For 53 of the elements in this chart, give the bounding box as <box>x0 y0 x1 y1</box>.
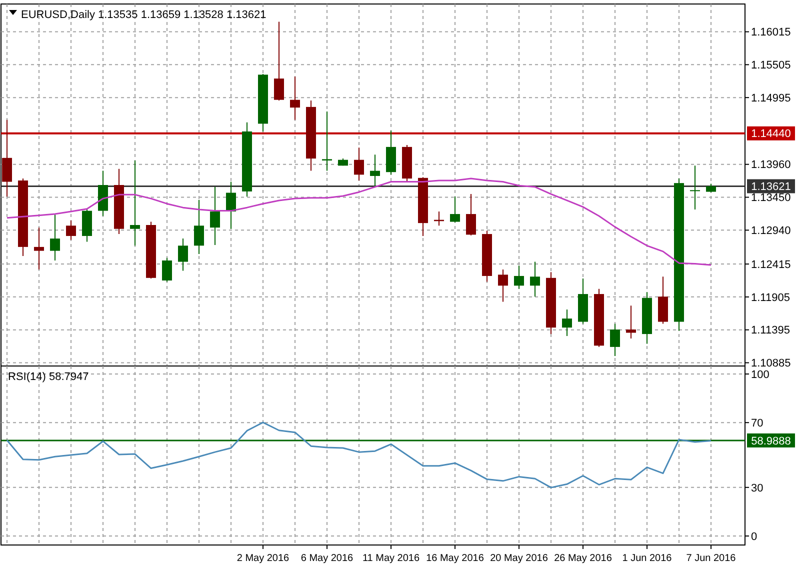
x-tick-label: 20 May 2016 <box>490 553 548 564</box>
line-series <box>6 422 712 488</box>
candlestick <box>178 238 188 272</box>
chart-title: RSI(14) 58.7947 <box>8 371 89 383</box>
candlestick <box>34 227 44 270</box>
candlestick <box>370 154 380 188</box>
y-tick-label: 100 <box>751 368 770 381</box>
y-tick-label: 1.16015 <box>751 26 791 39</box>
y-tick-label: 1.13450 <box>751 192 791 204</box>
y-tick-label: 1.14995 <box>751 92 791 104</box>
ref-line-label: 58.9888 <box>751 435 791 448</box>
candlestick <box>290 76 300 120</box>
x-tick-label: 26 May 2016 <box>554 553 612 564</box>
candlestick <box>322 110 332 172</box>
x-tick-label: 6 May 2016 <box>300 553 354 564</box>
candlestick <box>466 194 476 236</box>
y-tick-label: 0 <box>751 530 758 543</box>
x-tick-label: 7 Jun 2016 <box>686 553 736 564</box>
candlestick <box>562 309 572 336</box>
candlestick <box>514 265 524 290</box>
candlestick <box>226 181 236 230</box>
y-tick-label: 1.15505 <box>751 60 791 72</box>
y-tick-label: 1.12415 <box>751 258 791 271</box>
candlestick <box>66 220 76 240</box>
candlestick <box>530 261 540 298</box>
candlestick <box>2 119 12 198</box>
candlestick <box>194 199 204 255</box>
candlestick <box>690 165 700 210</box>
x-tick-label: 1 Jun 2016 <box>622 553 672 564</box>
chart-title: EURUSD,Daily 1.13535 1.13659 1.13528 1.13621 <box>21 9 266 21</box>
candlestick <box>498 269 508 302</box>
candlestick <box>210 186 220 246</box>
candlestick <box>162 257 172 282</box>
y-tick-label: 1.11905 <box>751 292 790 304</box>
candlestick <box>610 323 620 356</box>
candlestick <box>130 160 140 246</box>
candlestick <box>450 196 460 223</box>
candlestick <box>50 214 60 261</box>
ref-line-label: 1.14440 <box>751 128 791 140</box>
candlestick <box>274 21 284 101</box>
y-tick-label: 1.11395 <box>751 324 790 337</box>
candlestick <box>626 305 636 340</box>
ref-line-label: 1.13621 <box>751 181 791 194</box>
x-tick-label: 16 May 2016 <box>426 553 484 564</box>
y-tick-label: 70 <box>751 417 764 430</box>
y-tick-label: 30 <box>751 482 764 494</box>
y-tick-label: 1.12940 <box>751 225 791 238</box>
x-tick-label: 2 May 2016 <box>236 553 290 564</box>
y-tick-label: 1.10885 <box>751 358 791 370</box>
x-tick-label: 11 May 2016 <box>362 553 420 564</box>
candlestick <box>354 147 364 181</box>
line-series <box>6 178 712 266</box>
y-tick-label: 1.13960 <box>751 159 791 172</box>
